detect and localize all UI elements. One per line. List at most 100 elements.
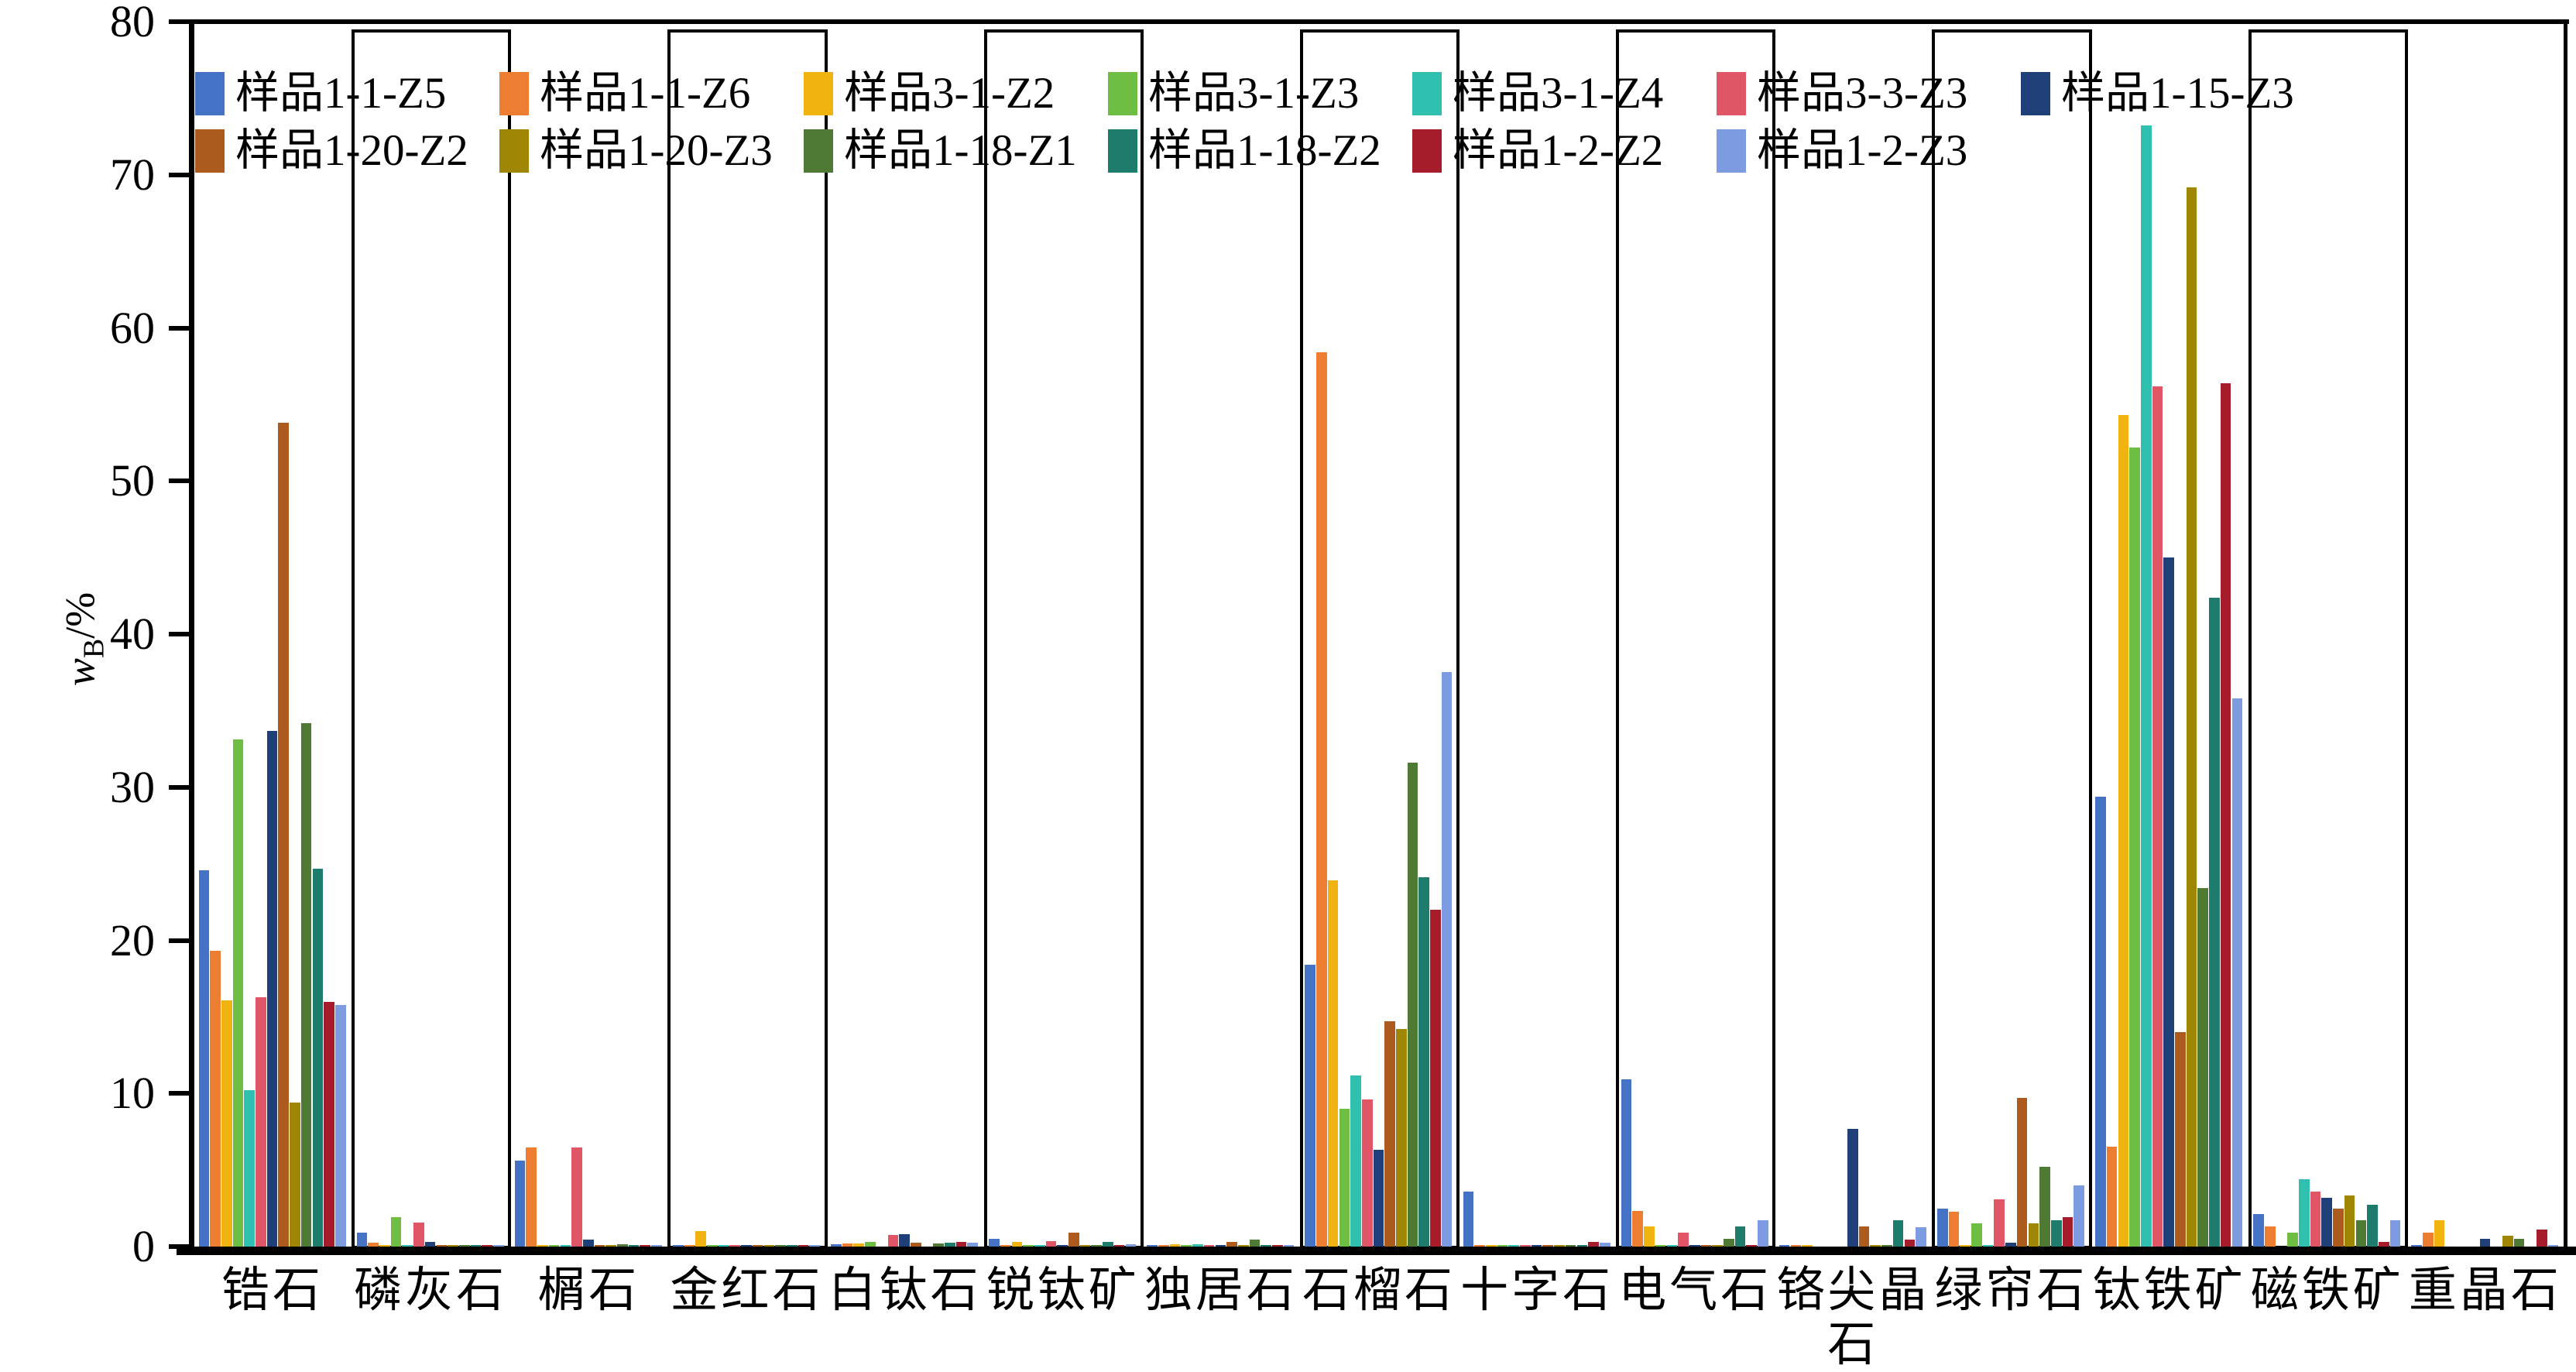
x-category-label: 磷灰石 — [354, 1264, 508, 1317]
bar — [1802, 1244, 1813, 1247]
bar — [2287, 1233, 2298, 1247]
bar — [2175, 1032, 2186, 1247]
bar — [2502, 1236, 2513, 1247]
bar — [1858, 1226, 1870, 1247]
bar — [1034, 1245, 1045, 1247]
bar — [1599, 1242, 1610, 1247]
legend-swatch — [1717, 72, 1746, 115]
legend-label: 样品1-18-Z2 — [1148, 126, 1381, 175]
bar — [1474, 1245, 1485, 1247]
x-category-label: 榍石 — [537, 1264, 640, 1317]
category-box-金红石 — [667, 29, 828, 1249]
legend-item: 样品1-2-Z2 — [1412, 126, 1717, 176]
legend-item: 样品1-1-Z6 — [499, 69, 804, 118]
bar — [221, 1000, 232, 1247]
bar — [1542, 1245, 1554, 1247]
bar — [526, 1147, 537, 1247]
bar — [1305, 965, 1316, 1247]
bar — [955, 1242, 967, 1247]
bar — [493, 1244, 504, 1247]
bar — [910, 1243, 921, 1247]
category-box-锐钛矿 — [983, 29, 1144, 1249]
bar — [684, 1245, 695, 1247]
y-tick-label: 60 — [110, 302, 155, 353]
legend-swatch — [1412, 72, 1442, 115]
bar — [2253, 1214, 2264, 1247]
y-tick — [169, 478, 190, 484]
bar — [1103, 1242, 1113, 1247]
legend-item: 样品3-3-Z3 — [1717, 69, 2021, 118]
bar — [786, 1245, 797, 1247]
bar — [640, 1245, 651, 1247]
bar — [2209, 597, 2220, 1247]
bar — [672, 1245, 684, 1247]
bar — [2389, 1220, 2401, 1247]
bar — [1283, 1244, 1295, 1247]
legend-item: 样品1-18-Z1 — [804, 126, 1108, 176]
bar — [1023, 1245, 1034, 1247]
x-category-label: 绿帘石 — [1934, 1264, 2088, 1317]
legend-item: 样品1-20-Z2 — [195, 126, 499, 176]
bar — [2367, 1204, 2378, 1247]
legend-item: 样品3-1-Z2 — [804, 69, 1108, 118]
bar — [1339, 1109, 1350, 1247]
legend-label: 样品3-1-Z3 — [1148, 69, 1360, 118]
bar — [312, 868, 324, 1247]
bar — [1621, 1079, 1632, 1247]
x-category-label: 锐钛矿 — [986, 1264, 1140, 1317]
bar — [1689, 1245, 1700, 1247]
y-tick — [169, 172, 190, 177]
bar — [1531, 1245, 1542, 1247]
legend-label: 样品1-1-Z6 — [540, 69, 751, 118]
bar — [2028, 1223, 2039, 1247]
bar — [2197, 888, 2208, 1247]
bar — [695, 1231, 706, 1247]
bar — [2537, 1230, 2547, 1247]
legend-swatch — [2021, 72, 2050, 115]
bar — [390, 1217, 402, 1247]
bar — [1678, 1233, 1689, 1247]
bar — [945, 1243, 955, 1247]
legend-swatch — [1412, 129, 1442, 173]
bar — [198, 870, 210, 1247]
x-category-label: 电气石 — [1618, 1264, 1772, 1317]
legend-label: 样品1-20-Z2 — [235, 126, 468, 175]
bar — [278, 423, 289, 1247]
bar — [571, 1147, 582, 1247]
x-category-label: 独居石 — [1144, 1264, 1298, 1317]
bar — [2186, 187, 2197, 1247]
legend-label: 样品3-1-Z4 — [1453, 69, 1664, 118]
legend-swatch — [804, 129, 833, 173]
bar — [1113, 1245, 1125, 1247]
bar — [617, 1244, 628, 1247]
bar — [356, 1233, 368, 1247]
bar — [718, 1245, 729, 1247]
bar — [232, 739, 244, 1247]
legend-swatch — [499, 72, 529, 115]
y-tick-label: 80 — [110, 0, 155, 46]
bar — [582, 1240, 594, 1247]
y-tick — [169, 1244, 190, 1249]
bar — [2231, 698, 2243, 1247]
bar — [2310, 1191, 2321, 1247]
bar — [1463, 1191, 1474, 1247]
legend-swatch — [195, 72, 225, 115]
bar — [831, 1244, 842, 1247]
bar — [2434, 1220, 2445, 1247]
bar — [1576, 1245, 1588, 1247]
y-tick-label: 0 — [132, 1221, 155, 1271]
bar — [424, 1242, 436, 1247]
bar — [514, 1161, 526, 1247]
bar — [458, 1245, 470, 1247]
bar — [1373, 1150, 1384, 1247]
legend-swatch — [195, 129, 225, 173]
y-tick — [169, 19, 190, 24]
bar — [2140, 125, 2152, 1247]
bar — [1396, 1029, 1407, 1247]
bar — [729, 1245, 740, 1247]
bar — [2016, 1098, 2028, 1247]
legend-label: 样品3-3-Z3 — [1757, 69, 1968, 118]
bar — [989, 1239, 1000, 1247]
bar — [2129, 447, 2140, 1247]
bar — [797, 1245, 809, 1247]
